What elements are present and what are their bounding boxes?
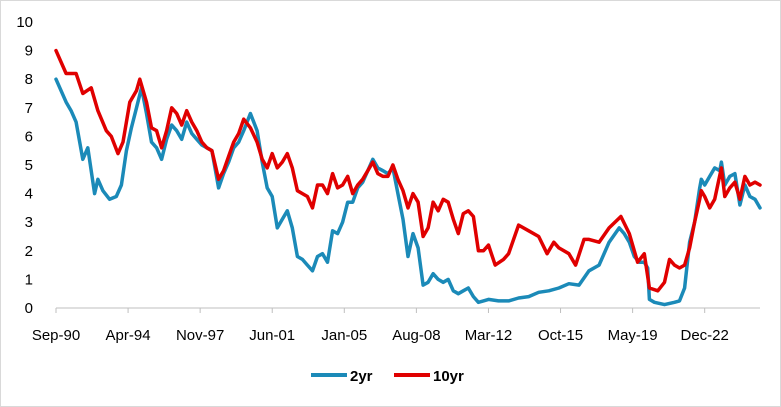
legend-label-10yr: 10yr bbox=[433, 368, 464, 385]
series-layer bbox=[54, 48, 762, 307]
legend: 2yr 10yr bbox=[311, 368, 464, 385]
y-tick-label: 4 bbox=[25, 186, 33, 203]
x-tick-label: Sep-90 bbox=[32, 327, 80, 344]
x-tick-label: Dec-22 bbox=[681, 327, 729, 344]
y-tick-label: 10 bbox=[16, 14, 33, 31]
x-axis: Sep-90 Apr-94 Nov-97 Jun-01 Jan-05 Aug-08 Mar-… bbox=[32, 307, 760, 344]
y-axis-tick-labels: 0 1 2 3 4 5 6 7 8 9 10 bbox=[16, 14, 33, 317]
legend-label-2yr: 2yr bbox=[350, 368, 373, 385]
x-tick-label: Nov-97 bbox=[176, 327, 224, 344]
x-tick-label: Apr-94 bbox=[106, 327, 151, 344]
y-tick-label: 1 bbox=[25, 271, 33, 288]
y-tick-label: 3 bbox=[25, 214, 33, 231]
y-tick-label: 9 bbox=[25, 43, 33, 60]
x-tick-label: Mar-12 bbox=[465, 327, 513, 344]
y-tick-label: 6 bbox=[25, 128, 33, 145]
y-tick-label: 5 bbox=[25, 157, 33, 174]
x-tick-label: May-19 bbox=[608, 327, 658, 344]
y-tick-label: 8 bbox=[25, 71, 33, 88]
x-tick-label: Aug-08 bbox=[392, 327, 440, 344]
x-tick-label: Jan-05 bbox=[321, 327, 367, 344]
y-tick-label: 7 bbox=[25, 100, 33, 117]
series-line-10yr bbox=[54, 48, 762, 293]
x-tick-label: Jun-01 bbox=[249, 327, 295, 344]
series-line-2yr bbox=[54, 77, 762, 307]
x-tick-label: Oct-15 bbox=[538, 327, 583, 344]
y-tick-label: 0 bbox=[25, 300, 33, 317]
y-tick-label: 2 bbox=[25, 243, 33, 260]
